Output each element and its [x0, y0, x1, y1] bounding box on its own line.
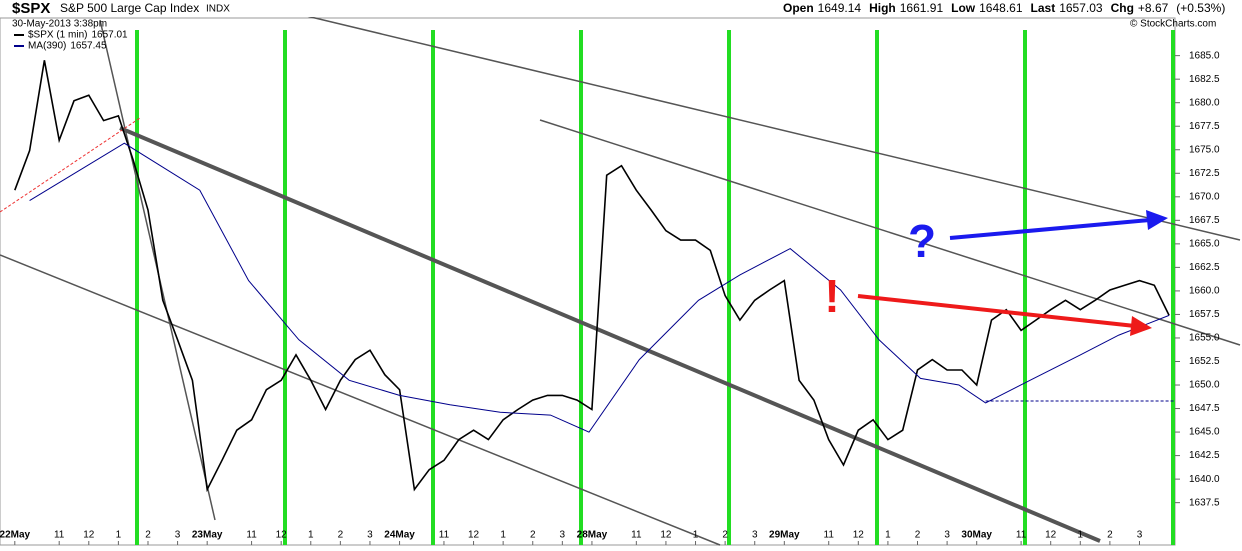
x-tick-label: 3	[944, 530, 950, 541]
y-tick-label: 1682.5	[1189, 74, 1220, 85]
quote-label: Low	[951, 1, 976, 15]
x-tick-label: 22May	[0, 530, 31, 541]
quote-value: 1648.61	[979, 1, 1023, 15]
x-tick-label: 2	[530, 530, 536, 541]
x-tick-label: 11	[54, 530, 65, 541]
x-tick-label: 12	[468, 530, 480, 541]
legend-label: MA(390)	[28, 41, 66, 52]
series-line	[14, 60, 1170, 493]
x-tick-label: 3	[175, 530, 181, 541]
x-tick-label: 12	[853, 530, 865, 541]
y-tick-label: 1645.0	[1189, 427, 1220, 438]
annotation: !	[824, 270, 839, 322]
series-line	[29, 142, 1170, 433]
quote-value: (+0.53%)	[1176, 1, 1225, 15]
y-tick-label: 1680.0	[1189, 97, 1220, 108]
x-tick-label: 1	[500, 530, 506, 541]
quote-label: Open	[783, 1, 814, 15]
x-tick-label: 2	[1107, 530, 1113, 541]
title: $SPX	[12, 0, 50, 17]
x-tick-label: 1	[116, 530, 122, 541]
x-tick-label: 1	[693, 530, 699, 541]
x-tick-label: 1	[1078, 530, 1084, 541]
x-tick-label: 3	[752, 530, 758, 541]
x-tick-label: 2	[915, 530, 921, 541]
y-tick-label: 1672.5	[1189, 168, 1220, 179]
y-tick-label: 1652.5	[1189, 356, 1220, 367]
x-tick-label: 12	[276, 530, 288, 541]
y-tick-label: 1662.5	[1189, 262, 1220, 273]
x-tick-label: 11	[246, 530, 257, 541]
y-tick-label: 1677.5	[1189, 121, 1220, 132]
credit: © StockCharts.com	[1130, 19, 1216, 30]
x-tick-label: 24May	[384, 530, 415, 541]
quote-label: Chg	[1111, 1, 1134, 15]
y-tick-label: 1670.0	[1189, 191, 1220, 202]
x-tick-label: 2	[145, 530, 151, 541]
x-tick-label: 29May	[769, 530, 800, 541]
x-tick-label: 3	[367, 530, 373, 541]
y-tick-label: 1640.0	[1189, 474, 1220, 485]
y-tick-label: 1655.0	[1189, 333, 1220, 344]
y-tick-label: 1675.0	[1189, 144, 1220, 155]
exchange: INDX	[206, 4, 230, 15]
x-tick-label: 1	[308, 530, 314, 541]
subtitle: S&P 500 Large Cap Index	[60, 1, 199, 15]
y-tick-label: 1657.5	[1189, 309, 1220, 320]
legend-value: 1657.01	[91, 30, 128, 41]
y-tick-label: 1667.5	[1189, 215, 1220, 226]
quote-label: High	[869, 1, 896, 15]
x-tick-label: 12	[83, 530, 95, 541]
date: 30-May-2013 3:38pm	[12, 19, 107, 30]
header-bg	[0, 0, 1242, 17]
x-tick-label: 2	[722, 530, 728, 541]
x-tick-label: 1	[885, 530, 891, 541]
quote-value: 1657.03	[1059, 1, 1103, 15]
y-tick-label: 1637.5	[1189, 497, 1220, 508]
legend-label: $SPX (1 min)	[28, 30, 87, 41]
quote-value: 1661.91	[900, 1, 944, 15]
quote-value: +8.67	[1138, 1, 1169, 15]
y-tick-label: 1685.0	[1189, 50, 1220, 61]
y-tick-label: 1647.5	[1189, 403, 1220, 414]
session-lines	[135, 30, 1175, 545]
x-tick-label: 11	[631, 530, 642, 541]
arrows	[857, 210, 1168, 336]
x-tick-label: 2	[338, 530, 344, 541]
x-tick-label: 12	[1045, 530, 1057, 541]
x-tick-label: 11	[824, 530, 835, 541]
x-tick-label: 11	[439, 530, 450, 541]
quote-label: Last	[1031, 1, 1056, 15]
x-tick-label: 3	[1137, 530, 1143, 541]
plot-area	[0, 17, 1176, 546]
x-tick-label: 12	[660, 530, 672, 541]
quote-value: 1649.14	[818, 1, 862, 15]
x-tick-label: 30May	[961, 530, 992, 541]
x-tick-label: 28May	[577, 530, 608, 541]
y-tick-label: 1660.0	[1189, 286, 1220, 297]
x-tick-label: 3	[560, 530, 566, 541]
x-tick-label: 23May	[192, 530, 223, 541]
y-tick-label: 1642.5	[1189, 450, 1220, 461]
y-tick-label: 1665.0	[1189, 238, 1220, 249]
legend-value: 1657.45	[70, 41, 107, 52]
y-tick-label: 1650.0	[1189, 380, 1220, 391]
annotation: ?	[908, 215, 936, 267]
x-tick-label: 11	[1016, 530, 1027, 541]
